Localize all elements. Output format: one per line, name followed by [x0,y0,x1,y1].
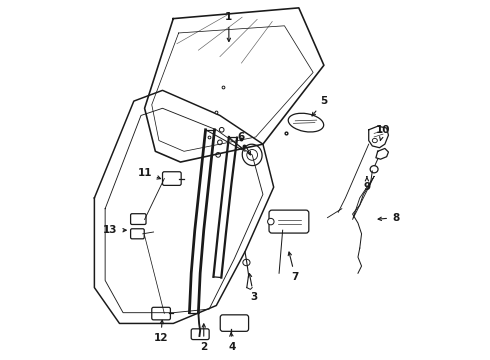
Ellipse shape [372,138,377,143]
Ellipse shape [370,166,378,173]
Text: 12: 12 [153,320,168,343]
Text: 3: 3 [248,274,258,302]
Text: 5: 5 [312,96,327,116]
FancyBboxPatch shape [220,315,248,331]
Ellipse shape [268,219,274,225]
Text: 9: 9 [364,177,370,192]
Ellipse shape [216,153,220,157]
Text: 8: 8 [378,213,399,222]
Ellipse shape [220,127,224,132]
Text: 7: 7 [288,252,299,282]
FancyBboxPatch shape [163,172,181,185]
Ellipse shape [247,149,258,160]
Text: 1: 1 [225,12,232,41]
FancyBboxPatch shape [191,329,209,339]
Polygon shape [376,148,389,159]
Ellipse shape [288,113,324,132]
Ellipse shape [242,144,262,166]
Text: 13: 13 [103,225,126,235]
Text: 6: 6 [238,132,250,155]
Text: 4: 4 [229,333,236,352]
FancyBboxPatch shape [131,214,146,225]
FancyBboxPatch shape [152,307,171,320]
Text: 2: 2 [200,324,207,352]
FancyBboxPatch shape [131,229,144,239]
Text: 11: 11 [137,168,161,179]
Text: 10: 10 [376,125,391,140]
FancyBboxPatch shape [269,210,309,233]
Ellipse shape [218,140,222,145]
Polygon shape [368,126,389,148]
Ellipse shape [243,259,250,266]
